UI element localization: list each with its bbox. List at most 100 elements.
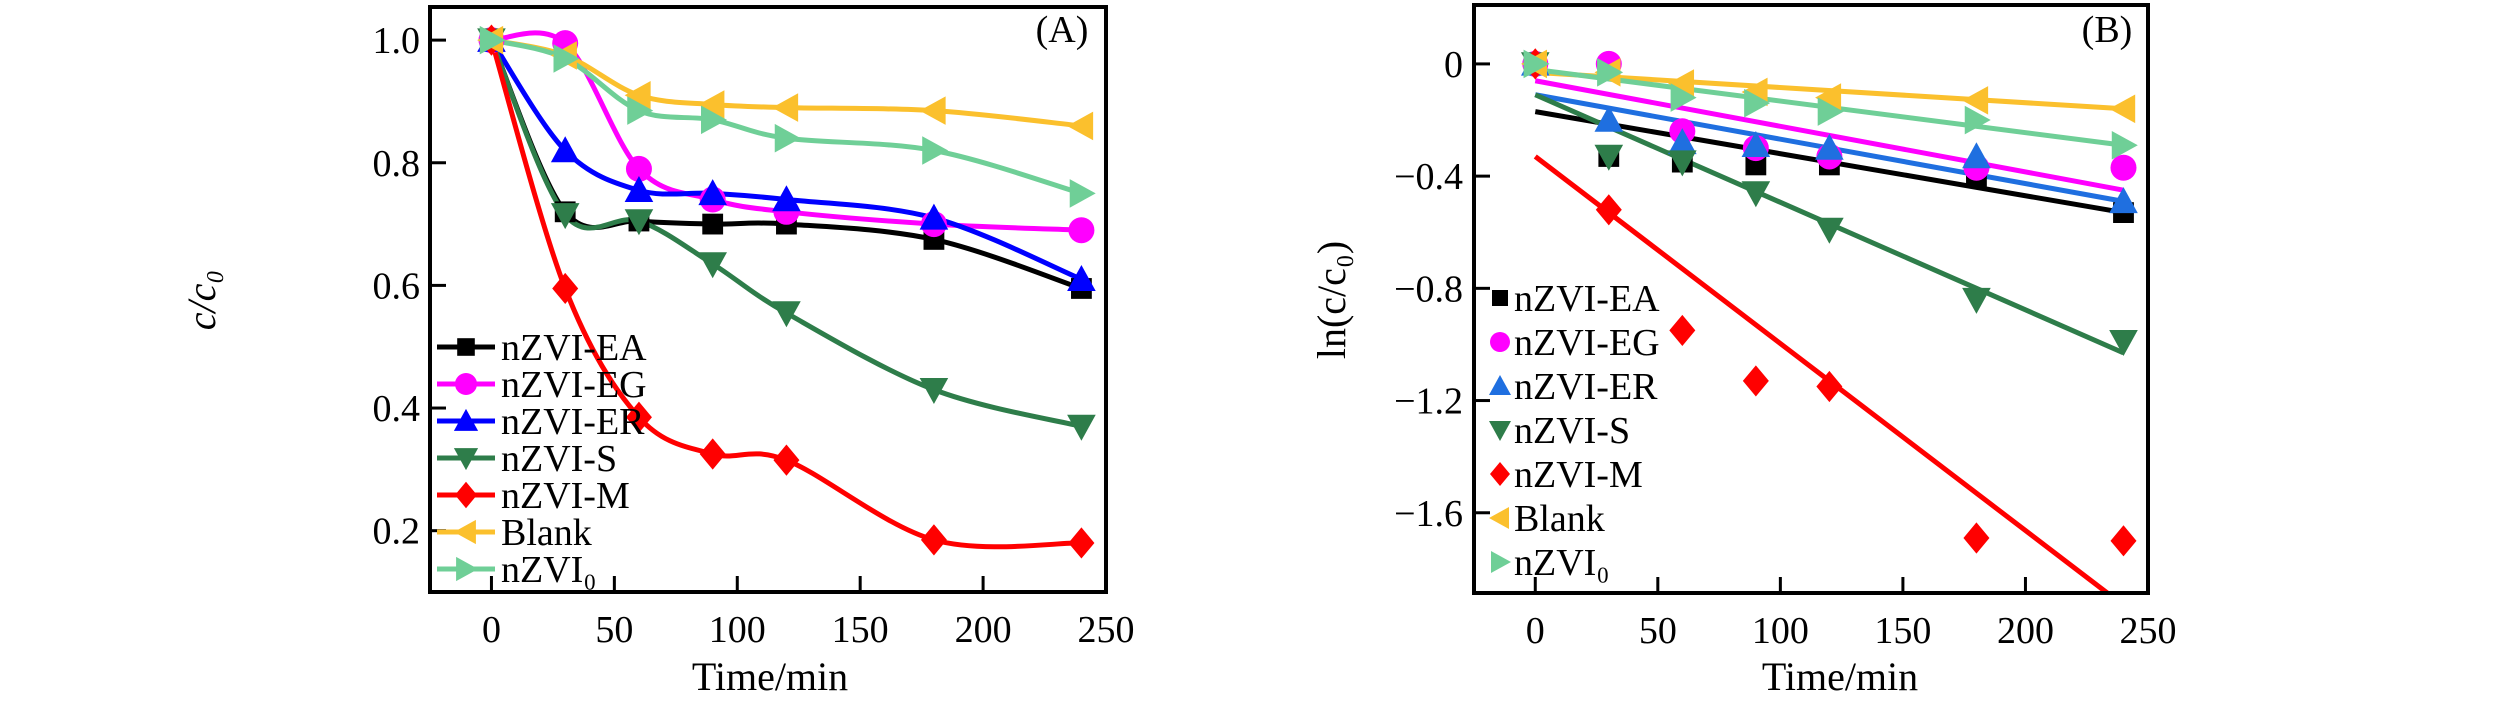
data-point-triangle-right [700,105,727,135]
data-point-triangle-right [479,25,506,55]
x-tick-label: 150 [832,609,889,651]
x-tick-label: 50 [1639,610,1677,652]
panel-a: 0 50 100 150 200 250 0.2 0.4 0.6 0.8 1.0 Time/min c/… [179,5,1135,699]
legend-item: nZVI-EG [1490,322,1660,364]
legend-label: nZVI-ER [1514,366,1658,408]
legend-label: nZVI-S [1514,410,1630,452]
data-point-diamond [625,401,652,433]
y-axis-title: ln(c/c₀) [1309,241,1354,359]
data-point-diamond [552,272,579,305]
legend-marker [1490,332,1510,352]
y-tick-label: −1.6 [1394,493,1463,535]
data-point-triangle-right [1523,49,1550,79]
y-tick-label: 0.4 [373,388,421,430]
data-point-diamond [773,444,800,476]
legend-label: nZVI-EA [501,327,647,369]
data-point-triangle-down [698,252,727,279]
legend-marker [1489,375,1511,395]
series-markers [477,24,1096,559]
data-point-diamond [1595,194,1622,226]
data-point-triangle-down [772,301,801,328]
legend-label: nZVI-EG [1514,322,1660,364]
plot-frame [1472,3,2150,595]
x-axis-title: Time/min [692,654,848,699]
data-point-triangle-left [1815,83,1842,112]
legend-label: Blank [501,512,592,554]
data-point-triangle-right [774,123,801,153]
data-point-circle [1068,217,1095,244]
legend-marker [453,448,479,471]
legend-item: nZVI-ER [437,401,645,443]
legend-item: Blank [437,512,592,554]
legend-marker [1491,551,1511,573]
data-point-triangle-up [624,176,654,203]
data-point-triangle-right [1744,88,1771,118]
data-point-triangle-left [772,93,799,122]
x-tick-label: 0 [482,609,501,651]
legend-marker [1489,507,1509,529]
data-point-triangle-up [1594,105,1624,132]
data-point-triangle-down [1962,287,1991,314]
x-tick-label: 200 [955,609,1012,651]
y-tick-label: 0.2 [373,511,421,553]
legend: nZVI-EAnZVI-EGnZVI-ERnZVI-SnZVI-MBlanknZ… [1489,278,1660,584]
data-point-diamond [2110,525,2137,557]
data-point-triangle-down [1668,150,1697,177]
data-point-circle [2110,154,2137,181]
legend-item: nZVI-EA [1492,278,1660,320]
panel-label: (A) [1036,9,1089,51]
legend-item: nZVI-M [437,475,630,517]
data-point-triangle-right [627,96,654,125]
legend-item: nZVI₀ [1491,542,1610,584]
data-point-diamond [920,524,947,556]
panel-label: (B) [2082,9,2133,51]
legend-item: Blank [1489,498,1605,540]
data-point-diamond [699,438,726,470]
x-tick-label: 100 [1752,610,1809,652]
x-tick-label: 200 [1997,610,2054,652]
data-point-triangle-down [919,377,949,404]
data-point-triangle-right [1069,179,1096,208]
legend-label: Blank [1514,498,1605,540]
x-tick-label: 100 [709,609,766,651]
data-point-triangle-left [1962,86,1989,115]
plot-frame [428,5,1108,594]
legend-item: nZVI-S [437,438,617,480]
data-point-triangle-left [698,90,725,119]
data-point-diamond [1816,370,1843,403]
data-point-triangle-up [1815,133,1844,160]
data-point-triangle-left [2109,94,2136,124]
legend-marker [1492,290,1508,306]
y-axis-title: c/c₀ [179,270,224,331]
legend: nZVI-EAnZVI-EGnZVI-ERnZVI-SnZVI-MBlanknZ… [437,327,647,591]
legend-label: nZVI-M [501,475,630,517]
data-point-triangle-up [550,136,580,163]
legend-marker [453,408,479,431]
data-point-triangle-right [1597,58,1624,87]
panel-b: 0 50 100 150 200 250 0 −0.4 −0.8 −1.2 −1.6 Time/min… [1309,3,2177,699]
data-point-triangle-up [1741,130,1771,157]
legend-marker [457,338,475,356]
series-markers [1520,48,2138,557]
y-tick-label: 0.8 [373,143,421,185]
x-tick-label: 0 [1526,610,1545,652]
data-point-triangle-right [1670,83,1697,112]
legend-item: nZVI₀ [437,549,597,591]
data-point-triangle-right [2111,130,2138,160]
data-point-triangle-down [1067,414,1096,441]
data-point-triangle-left [919,96,946,125]
x-tick-label: 150 [1874,610,1931,652]
data-point-triangle-up [1962,142,1991,169]
legend-item: nZVI-EA [437,327,647,369]
x-tick-label: 250 [2120,610,2177,652]
data-point-triangle-down [1815,217,1844,244]
data-point-triangle-left [1067,111,1094,141]
legend-marker [1489,421,1511,441]
legend-item: nZVI-S [1489,410,1630,452]
series-line-nzvi-er [489,38,1083,282]
y-tick-label: −0.8 [1394,268,1463,310]
legend-label: nZVI₀ [1514,542,1610,584]
legend-label: nZVI-EG [501,364,647,406]
data-point-triangle-down [1594,144,1624,171]
legend-marker [455,373,477,395]
